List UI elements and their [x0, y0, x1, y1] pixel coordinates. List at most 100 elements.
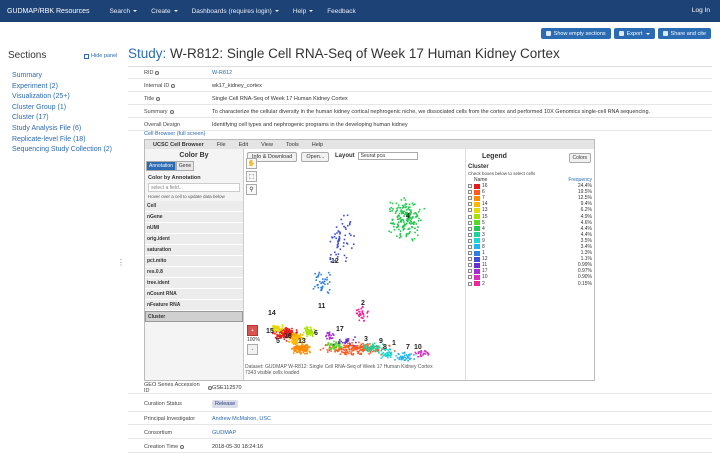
legend-checkbox[interactable] — [468, 232, 472, 237]
colors-dropdown[interactable]: Colors — [568, 153, 591, 163]
legend-frequency-sort[interactable]: Frequency — [568, 177, 592, 183]
legend-row[interactable]: 3 4.4% — [468, 232, 592, 238]
menu-file[interactable]: File — [216, 141, 226, 148]
tab-gene[interactable]: Gene — [175, 161, 195, 171]
legend-row[interactable]: 9 3.5% — [468, 238, 592, 244]
info-icon[interactable] — [156, 96, 161, 101]
legend-row[interactable]: 16 24.4% — [468, 183, 592, 189]
legend-checkbox[interactable] — [468, 263, 472, 268]
legend-row[interactable]: 10 0.90% — [468, 274, 592, 280]
brand-link[interactable]: GUDMAP/RBK Resources — [7, 7, 90, 15]
sidebar-item-replicate-level-file[interactable]: Replicate-level File (18) — [12, 135, 86, 143]
legend-checkbox[interactable] — [468, 202, 472, 207]
info-icon[interactable] — [171, 83, 176, 88]
legend-checkbox[interactable] — [468, 196, 472, 201]
layout-select[interactable]: Seurat pca — [357, 152, 418, 160]
show-empty-sections-button[interactable]: Show empty sections — [540, 28, 611, 39]
consortium-value[interactable]: GUDMAP — [212, 429, 237, 436]
legend-row[interactable]: 2 0.15% — [468, 281, 592, 287]
share-cite-button[interactable]: Share and cite — [657, 28, 711, 39]
legend-row[interactable]: 5 4.6% — [468, 220, 592, 226]
nav-dashboards[interactable]: Dashboards (requires login) — [192, 8, 279, 15]
sidebar-item-experiment[interactable]: Experiment (2) — [12, 82, 58, 90]
annotation-item[interactable]: saturation — [145, 245, 243, 256]
legend-checkbox[interactable] — [468, 190, 472, 195]
sidebar-item-cluster-group[interactable]: Cluster Group (1) — [12, 103, 67, 111]
legend-name-sort[interactable]: Name — [474, 177, 488, 183]
menu-view[interactable]: View — [261, 141, 273, 148]
menu-tools[interactable]: Tools — [285, 141, 299, 148]
legend-checkbox[interactable] — [468, 275, 472, 280]
zoom-magnifier-icon[interactable]: ⚲ — [246, 184, 257, 195]
login-link[interactable]: Log In — [691, 7, 710, 14]
zoom-out-button[interactable]: - — [247, 344, 258, 355]
legend-checkbox[interactable] — [468, 257, 472, 262]
cell-point — [274, 329, 277, 332]
annotation-item[interactable]: nFeature RNA — [145, 300, 243, 311]
nav-feedback[interactable]: Feedback — [327, 8, 356, 15]
legend-checkbox[interactable] — [468, 244, 472, 249]
annotation-item[interactable]: tree.ident — [145, 278, 243, 289]
info-download-button[interactable]: Info & Download — [247, 152, 298, 162]
annotation-item[interactable]: nCount RNA — [145, 289, 243, 300]
page-title-prefix[interactable]: Study: — [128, 46, 167, 61]
legend-checkbox[interactable] — [468, 226, 472, 231]
sidebar-item-study-analysis-file[interactable]: Study Analysis File (6) — [12, 124, 82, 132]
legend-row[interactable]: 13 6.2% — [468, 207, 592, 213]
annotation-item[interactable]: Cell — [145, 201, 243, 212]
legend-checkbox[interactable] — [468, 220, 472, 225]
nav-create[interactable]: Create — [151, 8, 178, 15]
export-button[interactable]: Export — [613, 28, 655, 39]
pan-hand-icon[interactable]: ✋ — [246, 158, 257, 169]
menu-help[interactable]: Help — [311, 141, 324, 148]
nav-help[interactable]: Help — [293, 8, 314, 15]
legend-name: 11 — [482, 262, 488, 269]
tab-annotation[interactable]: Annotation — [146, 161, 176, 171]
annotation-item[interactable]: nGene — [145, 212, 243, 223]
legend-row[interactable]: 14 9.4% — [468, 201, 592, 207]
info-icon[interactable] — [169, 109, 174, 114]
legend-row[interactable]: 17 0.97% — [468, 268, 592, 274]
pi-value[interactable]: Andrew McMahon, USC — [212, 415, 271, 422]
legend-row[interactable]: 11 0.99% — [468, 262, 592, 268]
legend-checkbox[interactable] — [468, 214, 472, 219]
rid-value[interactable]: W-R812 — [212, 69, 233, 76]
cell-scatter-plot[interactable]: 4 2 14 6 17 3 9 1 15 8 7 16 5 13 10 12 11 — [246, 163, 463, 373]
menu-edit[interactable]: Edit — [238, 141, 249, 148]
annotation-item[interactable]: res.0.8 — [145, 267, 243, 278]
sidebar-resize-handle[interactable]: ⋮ — [117, 258, 125, 267]
annotation-item[interactable]: orig.ident — [145, 234, 243, 245]
open-button[interactable]: Open... — [301, 152, 330, 162]
hide-panel-button[interactable]: Hide panel — [84, 53, 117, 59]
legend-row[interactable]: 6 19.5% — [468, 189, 592, 195]
cell-browser-fullscreen-link[interactable]: Cell Browser (full screen) — [144, 131, 206, 137]
legend-row[interactable]: 12 1.1% — [468, 256, 592, 262]
info-icon[interactable] — [180, 444, 185, 449]
info-icon[interactable] — [155, 70, 160, 75]
legend-row[interactable]: 15 4.9% — [468, 213, 592, 220]
annotation-item[interactable]: pct.mito — [145, 256, 243, 267]
legend-checkbox[interactable] — [468, 269, 472, 274]
annotation-item[interactable]: Cluster — [145, 311, 243, 322]
legend-row[interactable]: 8 3.4% — [468, 244, 592, 250]
zoom-in-button[interactable]: + — [247, 325, 258, 336]
field-select[interactable]: select a field... — [148, 183, 240, 192]
info-icon[interactable] — [208, 385, 212, 390]
legend-checkbox[interactable] — [468, 184, 472, 189]
cell-point — [284, 336, 287, 339]
nav-search[interactable]: Search — [109, 8, 138, 15]
legend-checkbox[interactable] — [468, 238, 472, 243]
sidebar-item-visualization[interactable]: Visualization (25+) — [12, 93, 70, 101]
legend-row[interactable]: 4 4.4% — [468, 226, 592, 232]
cell-point — [331, 337, 334, 339]
legend-checkbox[interactable] — [468, 251, 472, 256]
sidebar-item-cluster[interactable]: Cluster (17) — [12, 114, 49, 122]
legend-checkbox[interactable] — [468, 208, 472, 213]
sidebar-item-summary[interactable]: Summary — [12, 72, 42, 79]
annotation-item[interactable]: nUMI — [145, 223, 243, 234]
legend-row[interactable]: 1 1.3% — [468, 250, 592, 256]
sidebar-item-sequencing-study-collection[interactable]: Sequencing Study Collection (2) — [12, 146, 113, 154]
legend-row[interactable]: 7 12.5% — [468, 195, 592, 201]
legend-checkbox[interactable] — [468, 281, 472, 286]
select-box-icon[interactable]: ⬚ — [246, 171, 257, 182]
